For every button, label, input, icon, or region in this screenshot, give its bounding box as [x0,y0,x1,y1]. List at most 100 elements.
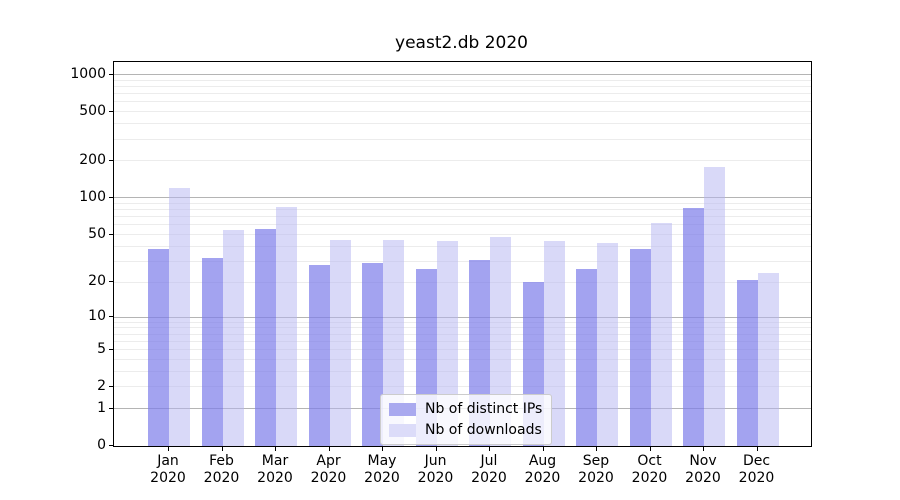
bar-ips-mar [255,228,276,446]
x-label-year: 2020 [364,470,400,486]
x-tick-label-dec: Dec 2020 [725,453,789,487]
x-label-month: Apr [316,453,341,469]
y-tick-label-20: 20 [88,273,106,290]
x-label-year: 2020 [738,470,775,486]
gridline-minor-500 [114,111,811,113]
y-tick-5 [109,348,113,350]
x-tick-aug [542,447,544,451]
legend: Nb of distinct IPs Nb of downloads [380,394,553,445]
x-label-year: 2020 [685,470,721,486]
bar-ips-sep [576,268,597,446]
y-tick-500 [109,110,113,112]
y-tick-label-1000: 1000 [70,65,106,82]
x-label-month: Mar [261,453,289,469]
x-tick-label-oct: Oct 2020 [618,453,682,487]
y-tick-200 [109,159,113,161]
y-tick-label-200: 200 [79,151,106,168]
bar-ips-oct [629,249,651,446]
y-tick-0 [109,445,113,446]
gridline-minor-90 [114,202,811,204]
gridline-minor-40 [114,245,811,247]
y-tick-label-1: 1 [97,399,106,416]
x-label-year: 2020 [417,470,454,486]
x-tick-jun [435,447,437,451]
gridline-minor-30 [114,260,811,262]
y-tick-10 [109,316,113,318]
gridline-minor-900 [114,79,811,81]
x-tick-nov [703,447,704,451]
y-tick-label-10: 10 [88,308,106,325]
bar-downloads-jul [490,236,511,446]
gridline-minor-70 [114,216,811,218]
gridline-minor-800 [114,86,811,88]
y-tick-50 [109,233,113,235]
x-tick-label-feb: Feb 2020 [190,453,254,487]
gridline-minor-400 [114,123,811,125]
x-label-year: 2020 [578,470,614,486]
x-tick-jan [168,447,169,451]
gridline-major-1000 [114,74,811,76]
bar-ips-feb [201,258,223,446]
x-tick-label-aug: Aug 2020 [511,453,575,487]
x-tick-label-jun: Jun 2020 [404,453,468,487]
legend-label-downloads: Nb of downloads [425,422,542,438]
gridline-minor-600 [114,101,811,103]
x-label-month: Jul [480,453,498,469]
y-tick-label-0: 0 [97,437,106,453]
bar-downloads-mar [276,206,297,446]
gridline-minor-50 [114,234,811,236]
gridline-minor-80 [114,209,811,211]
gridline-minor-9 [114,321,811,323]
x-tick-label-nov: Nov 2020 [671,453,735,487]
bar-ips-jan [148,249,169,446]
gridline-minor-300 [114,138,811,140]
x-label-month: Aug [528,453,557,469]
x-tick-label-jan: Jan 2020 [136,453,200,487]
x-tick-apr [328,447,330,451]
x-tick-may [382,447,383,451]
x-label-year: 2020 [471,470,507,486]
y-tick-20 [109,281,113,283]
gridline-major-100 [114,197,811,199]
x-tick-jul [489,447,490,451]
gridline-minor-60 [114,224,811,226]
x-tick-mar [275,447,276,451]
legend-swatch-downloads [389,423,416,437]
x-label-month: Nov [689,453,717,469]
x-label-month: Jun [424,453,447,469]
bar-ips-may [362,263,383,446]
x-tick-sep [596,447,597,451]
bar-downloads-jan [169,188,190,446]
x-label-year: 2020 [310,470,347,486]
x-tick-feb [221,447,223,451]
legend-item-distinct-ips: Nb of distinct IPs [389,401,542,417]
x-label-year: 2020 [631,470,668,486]
gridline-minor-200 [114,160,811,162]
bar-downloads-nov [704,166,725,446]
gridline-major-10 [114,316,811,318]
chart-title: yeast2.db 2020 [395,33,528,53]
bar-ips-apr [308,264,330,446]
gridline-minor-3 [114,370,811,372]
legend-item-downloads: Nb of downloads [389,422,542,438]
x-label-month: Feb [209,453,234,469]
gridline-minor-8 [114,327,811,329]
y-tick-label-5: 5 [97,340,106,357]
x-label-year: 2020 [524,470,561,486]
y-tick-label-500: 500 [79,102,106,119]
bar-ips-nov [683,208,704,446]
x-tick-label-jul: Jul 2020 [457,453,521,487]
gridline-minor-5 [114,349,811,351]
bar-downloads-feb [222,229,244,446]
x-label-year: 2020 [257,470,293,486]
plot-area: Nb of distinct IPs Nb of downloads [113,61,812,447]
legend-swatch-distinct-ips [389,402,416,416]
y-tick-label-50: 50 [88,225,106,242]
x-label-month: Jan [157,453,179,469]
bar-downloads-apr [329,240,351,446]
bar-downloads-dec [757,272,779,446]
y-tick-1 [109,407,113,409]
x-tick-label-apr: Apr 2020 [297,453,361,487]
x-tick-oct [649,447,651,451]
